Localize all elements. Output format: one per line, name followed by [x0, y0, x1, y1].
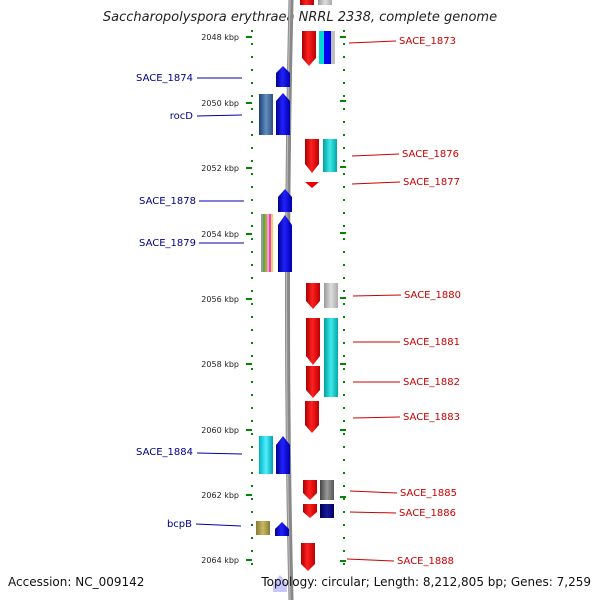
- accession-text: Accession: NC_009142: [8, 575, 145, 589]
- leader-line-bcpb: [195, 523, 242, 527]
- label-sace-1878[interactable]: SACE_1878: [139, 196, 196, 207]
- scale-label-2064: 2064 kbp: [201, 556, 239, 565]
- gene-sace-1876[interactable]: [305, 139, 319, 173]
- leader-line-sace-1883: [352, 416, 401, 419]
- gene-sace-1886[interactable]: [303, 504, 317, 518]
- leader-line-sace-1886: [349, 511, 397, 514]
- domain-stripes-sace-1879: [261, 214, 274, 272]
- homolog-bar-sace-1876: [323, 139, 337, 172]
- scale-label-2062: 2062 kbp: [201, 491, 239, 500]
- label-rocd[interactable]: rocD: [170, 111, 194, 122]
- scale-label-2048: 2048 kbp: [201, 33, 239, 42]
- leader-line-sace-1873: [348, 40, 397, 44]
- right-ruler: [340, 30, 346, 575]
- homolog-bar-sace-1885: [320, 480, 334, 500]
- gene-sace-1884[interactable]: [276, 436, 290, 474]
- leader-line-sace-1876: [351, 153, 400, 157]
- genome-summary-text: Topology: circular; Length: 8,212,805 bp…: [261, 575, 591, 589]
- gene-sace-1874[interactable]: [276, 66, 290, 87]
- scale-label-2060: 2060 kbp: [201, 426, 239, 435]
- map-title: Saccharopolyspora erythraea NRRL 2338, c…: [102, 10, 498, 25]
- label-sace-1885[interactable]: SACE_1885: [400, 488, 457, 499]
- label-sace-1879[interactable]: SACE_1879: [139, 238, 196, 249]
- leader-line-sace-1888: [346, 558, 395, 562]
- gene-sace-1881[interactable]: [306, 318, 320, 365]
- leader-line-sace-1880: [352, 294, 402, 297]
- scale-label-2050: 2050 kbp: [201, 99, 239, 108]
- label-sace-1888[interactable]: SACE_1888: [397, 556, 454, 567]
- left-ruler: [246, 30, 253, 575]
- gene-partial-top: [300, 0, 314, 5]
- gene-sace-1878[interactable]: [278, 189, 292, 212]
- label-sace-1881[interactable]: SACE_1881: [403, 337, 460, 348]
- homolog-partial-top: [318, 0, 332, 5]
- scale-label-2052: 2052 kbp: [201, 164, 239, 173]
- scale-label-2058: 2058 kbp: [201, 360, 239, 369]
- gene-bcpb-homolog-bar: [256, 521, 270, 535]
- gene-sace-1877[interactable]: [305, 182, 319, 188]
- homolog-bar-sace-1880: [324, 283, 338, 308]
- gene-sace-1880[interactable]: [306, 283, 320, 309]
- label-bcpb[interactable]: bcpB: [167, 519, 192, 530]
- leader-line-sace-1885: [349, 490, 398, 494]
- leader-line-sace-1877: [351, 181, 401, 185]
- label-sace-1877[interactable]: SACE_1877: [403, 177, 460, 188]
- gene-rocd-homolog-bar: [259, 94, 273, 135]
- homolog-bar-sace-1873: [319, 31, 335, 64]
- gene-rocd[interactable]: [276, 93, 290, 135]
- homolog-bar-sace-1881: [324, 318, 338, 397]
- gene-sace-1883[interactable]: [305, 401, 319, 433]
- scale-label-2056: 2056 kbp: [201, 295, 239, 304]
- gene-bcpb[interactable]: [275, 522, 289, 536]
- label-sace-1873[interactable]: SACE_1873: [399, 36, 456, 47]
- gene-sace-1882[interactable]: [306, 366, 320, 398]
- label-sace-1886[interactable]: SACE_1886: [399, 508, 456, 519]
- label-sace-1874[interactable]: SACE_1874: [136, 73, 193, 84]
- gene-partial-bottom: [273, 575, 287, 592]
- gene-sace-1888[interactable]: [301, 543, 315, 571]
- label-sace-1880[interactable]: SACE_1880: [404, 290, 461, 301]
- leader-line-rocd: [196, 114, 243, 117]
- gene-sace-1873[interactable]: [302, 31, 316, 66]
- label-sace-1883[interactable]: SACE_1883: [403, 412, 460, 423]
- gene-sace-1885[interactable]: [303, 480, 317, 500]
- label-sace-1884[interactable]: SACE_1884: [136, 447, 193, 458]
- scale-label-2054: 2054 kbp: [201, 230, 239, 239]
- label-sace-1882[interactable]: SACE_1882: [403, 377, 460, 388]
- homolog-bar-sace-1886: [320, 504, 334, 518]
- label-sace-1876[interactable]: SACE_1876: [402, 149, 459, 160]
- leader-line-sace-1884: [196, 452, 243, 455]
- gene-sace-1884-homolog-bar: [259, 436, 273, 474]
- gene-sace-1879[interactable]: [278, 215, 292, 272]
